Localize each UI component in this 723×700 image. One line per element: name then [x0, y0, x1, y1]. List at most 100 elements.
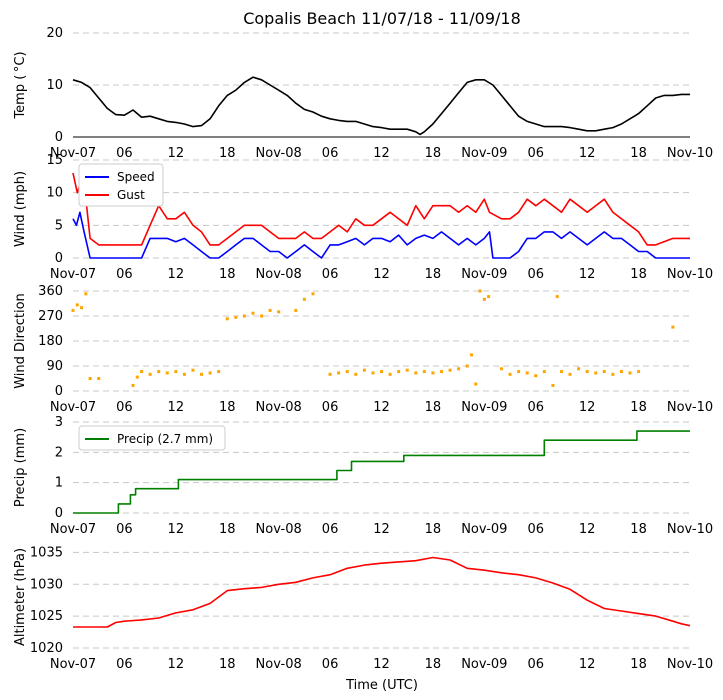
data-point: [251, 311, 255, 315]
legend-label: Gust: [117, 188, 145, 202]
legend-label: Speed: [117, 170, 155, 184]
y-axis-label: Wind Direction: [13, 293, 28, 389]
x-tick-label: Nov-10: [667, 146, 713, 161]
x-tick-label: 06: [116, 146, 133, 161]
y-tick-label: 2: [55, 445, 63, 460]
data-point: [75, 303, 79, 307]
x-axis-label: Time (UTC): [345, 678, 418, 693]
x-tick-label: 18: [219, 400, 236, 415]
x-tick-label: Nov-08: [256, 657, 302, 672]
data-point: [577, 367, 581, 371]
data-point: [388, 372, 392, 376]
data-point: [525, 371, 529, 375]
y-axis-label: Altimeter (hPa): [13, 548, 28, 646]
data-point: [328, 372, 332, 376]
data-point: [637, 370, 641, 374]
y-tick-label: 1035: [30, 545, 63, 560]
x-tick-label: Nov-08: [256, 146, 302, 161]
data-point: [165, 371, 169, 375]
y-axis-label: Wind (mph): [13, 171, 28, 247]
x-tick-label: 18: [630, 657, 647, 672]
panel-altimeter: 1020 1025 1030 1035 Nov-07 06 12 18 Nov-08 06 12 18…: [13, 545, 713, 672]
data-point: [277, 310, 281, 314]
y-tick-label: 0: [55, 384, 63, 399]
data-point: [131, 383, 135, 387]
data-point: [80, 306, 84, 310]
x-tick-label: 12: [579, 657, 596, 672]
x-tick-label: 18: [630, 522, 647, 537]
x-tick-label: 06: [527, 146, 544, 161]
data-point: [568, 372, 572, 376]
data-point: [585, 370, 589, 374]
series-wind-1: [72, 172, 690, 246]
series-temp-0: [72, 76, 690, 136]
chart-title: Copalis Beach 11/07/18 - 11/09/18: [243, 9, 521, 28]
x-tick-label: 06: [116, 400, 133, 415]
x-tick-label: 18: [219, 522, 236, 537]
x-tick-label: 18: [630, 400, 647, 415]
data-point: [508, 372, 512, 376]
x-tick-label: 12: [579, 400, 596, 415]
y-tick-label: 0: [55, 506, 63, 521]
y-tick-label: 15: [46, 153, 63, 168]
data-point: [628, 371, 632, 375]
series-wind-0: [72, 211, 690, 259]
panel-temp: 0 10 20 Nov-07 06 12 18 Nov-08 06 12 18 Nov-09 06 12 1…: [13, 26, 713, 161]
y-tick-label: 20: [46, 26, 63, 41]
data-point: [457, 367, 461, 371]
y-axis-label: Temp ( °C): [13, 51, 28, 119]
data-point: [439, 370, 443, 374]
data-point: [182, 372, 186, 376]
data-point: [487, 295, 491, 299]
x-tick-label: 12: [168, 657, 185, 672]
x-tick-label: 12: [373, 522, 390, 537]
x-tick-label: 12: [579, 146, 596, 161]
y-axis-label: Precip (mm): [13, 428, 28, 507]
data-point: [405, 368, 409, 372]
series-line: [72, 76, 690, 136]
legend-box: [78, 425, 226, 451]
x-tick-label: 12: [168, 267, 185, 282]
data-point: [345, 370, 349, 374]
x-tick-label: 12: [373, 146, 390, 161]
x-tick-label: Nov-09: [461, 400, 507, 415]
y-tick-label: 3: [55, 415, 63, 430]
x-tick-label: Nov-08: [256, 522, 302, 537]
x-tick-label: 06: [322, 267, 339, 282]
data-point: [84, 292, 88, 296]
data-point: [414, 371, 418, 375]
x-tick-label: Nov-07: [50, 400, 96, 415]
data-point: [208, 371, 212, 375]
data-point: [140, 370, 144, 374]
data-point: [242, 314, 246, 318]
x-tick-label: Nov-07: [50, 146, 96, 161]
x-tick-label: 12: [168, 146, 185, 161]
x-tick-label: 12: [373, 657, 390, 672]
x-tick-label: 18: [219, 267, 236, 282]
data-point: [174, 370, 178, 374]
x-tick-label: 06: [116, 267, 133, 282]
x-tick-label: 06: [116, 522, 133, 537]
x-tick-label: 18: [425, 400, 442, 415]
data-point: [602, 370, 606, 374]
x-tick-label: 06: [116, 657, 133, 672]
data-point: [469, 353, 473, 357]
x-tick-label: 18: [630, 267, 647, 282]
x-tick-label: Nov-09: [461, 657, 507, 672]
x-tick-label: 06: [322, 400, 339, 415]
data-point: [88, 377, 92, 380]
x-tick-label: 12: [168, 400, 185, 415]
data-point: [200, 372, 204, 376]
data-point: [422, 370, 426, 374]
series-precip-0: [73, 430, 690, 514]
data-point: [397, 370, 401, 374]
x-tick-label: Nov-10: [667, 267, 713, 282]
x-tick-label: Nov-10: [667, 657, 713, 672]
x-tick-label: 18: [425, 522, 442, 537]
y-tick-label: 1025: [30, 609, 63, 624]
x-tick-label: Nov-08: [256, 400, 302, 415]
y-tick-label: 1: [55, 476, 63, 491]
data-point: [465, 364, 469, 368]
series-line: [72, 211, 690, 259]
